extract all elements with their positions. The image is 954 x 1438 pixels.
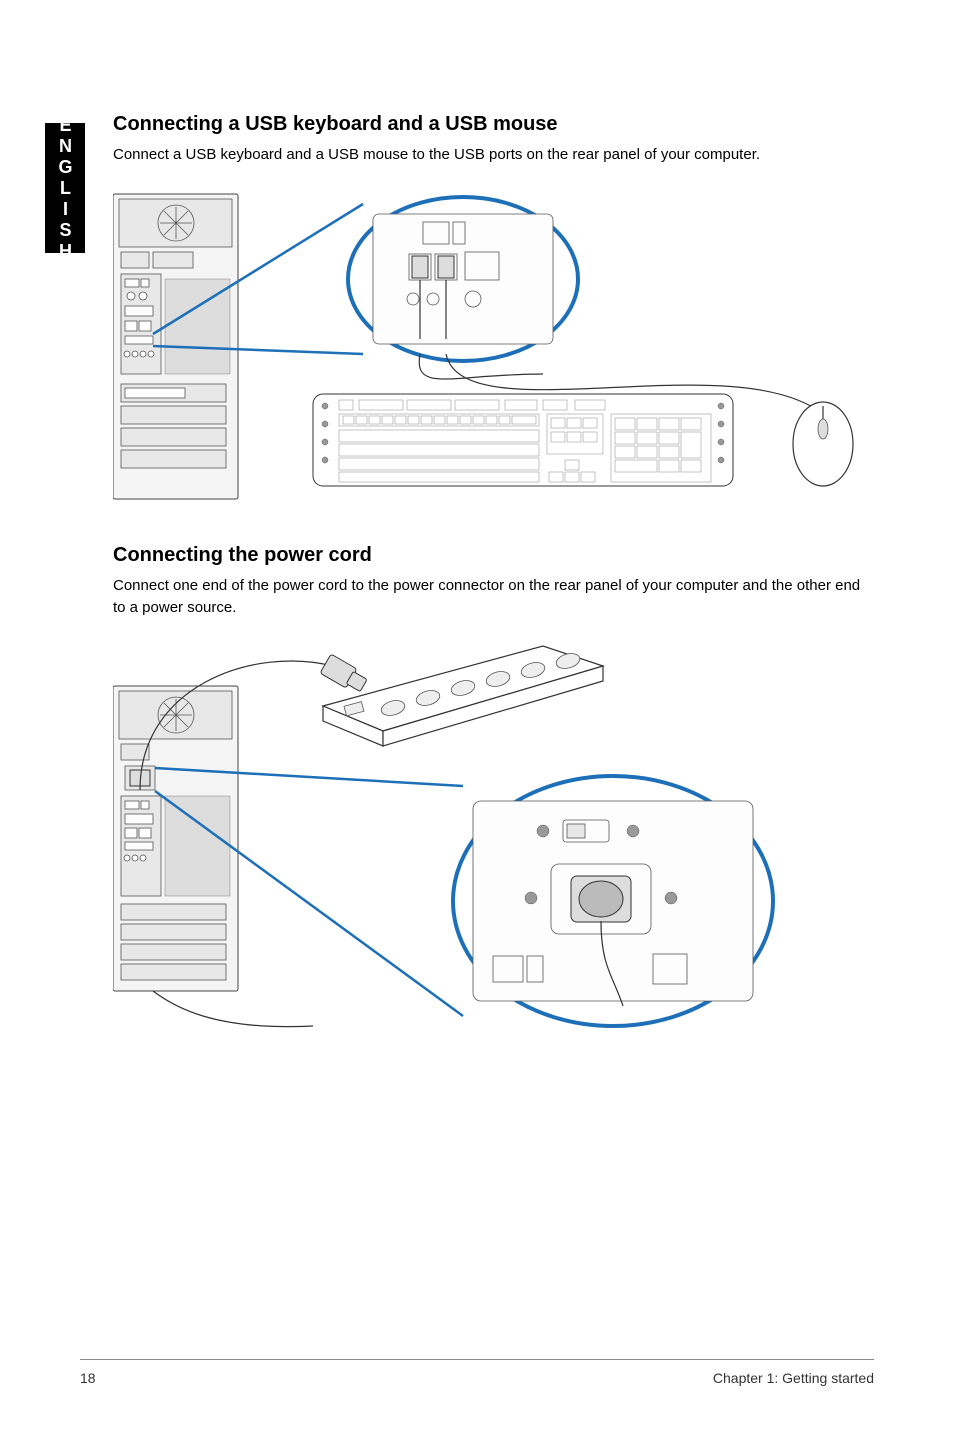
section1-body: Connect a USB keyboard and a USB mouse t… [113, 144, 873, 166]
figure-usb-keyboard-mouse [113, 184, 873, 504]
section1-title: Connecting a USB keyboard and a USB mous… [113, 113, 873, 136]
figure-power-cord [113, 636, 873, 1036]
section2-title: Connecting the power cord [113, 544, 873, 567]
power-strip [323, 646, 603, 746]
page-content: Connecting a USB keyboard and a USB mous… [113, 113, 873, 1076]
chapter-label: Chapter 1: Getting started [713, 1370, 874, 1386]
footer-divider [80, 1359, 874, 1360]
power-connector-zoom [473, 801, 753, 1006]
language-label: ENGLISH [55, 115, 76, 262]
page-number: 18 [80, 1370, 96, 1386]
mouse-illustration [793, 402, 853, 486]
usb-ports-zoom [373, 214, 553, 344]
page-footer: 18 Chapter 1: Getting started [80, 1370, 874, 1386]
keyboard-illustration [313, 394, 733, 486]
section2-body: Connect one end of the power cord to the… [113, 575, 873, 619]
language-tab: ENGLISH [45, 123, 85, 253]
